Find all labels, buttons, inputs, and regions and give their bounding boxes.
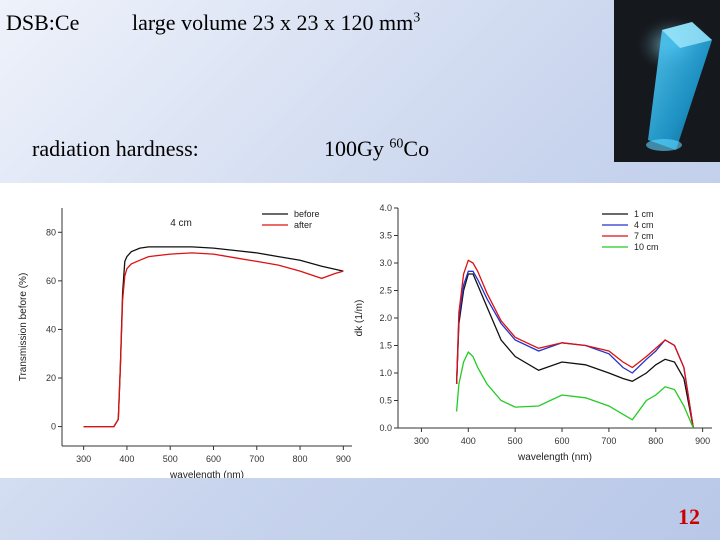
x-tick-label: 900 (336, 454, 351, 464)
y-tick-label: 2.0 (379, 313, 392, 323)
x-tick-label: 300 (414, 436, 429, 446)
y-axis-label: dk (1/m) (354, 300, 365, 337)
y-tick-label: 3.0 (379, 258, 392, 268)
page-number: 12 (678, 504, 700, 529)
x-tick-label: 900 (695, 436, 710, 446)
isotope-name: Co (403, 136, 430, 161)
legend-label: 7 cm (634, 231, 654, 241)
y-tick-label: 4.0 (379, 203, 392, 213)
volume-text: large volume 23 x 23 x 120 mm (132, 10, 414, 35)
x-tick-label: 800 (293, 454, 308, 464)
volume-exponent: 3 (413, 10, 421, 26)
x-tick-label: 600 (555, 436, 570, 446)
y-tick-label: 20 (46, 373, 56, 383)
series-line (455, 273, 694, 429)
volume-label: large volume 23 x 23 x 120 mm3 (132, 10, 420, 36)
x-tick-label: 300 (76, 454, 91, 464)
radiation-hardness-label: radiation hardness: (32, 136, 199, 161)
series-line (83, 252, 344, 428)
legend-label: before (294, 209, 320, 219)
legend-label: 1 cm (634, 209, 654, 219)
slide-title: DSB:Ce large volume 23 x 23 x 120 mm3 (6, 10, 420, 36)
crystal-photo-svg (614, 0, 720, 162)
y-tick-label: 40 (46, 324, 56, 334)
y-tick-label: 60 (46, 276, 56, 286)
x-tick-label: 600 (206, 454, 221, 464)
y-axis-label: Transmission before (%) (18, 273, 29, 382)
x-tick-label: 400 (119, 454, 134, 464)
dose-label: 100Gy 60Co (324, 136, 429, 162)
crystal-photo-icon (614, 0, 720, 162)
y-tick-label: 0 (51, 422, 56, 432)
x-tick-label: 400 (461, 436, 476, 446)
legend-label: 10 cm (634, 242, 659, 252)
y-tick-label: 3.5 (379, 231, 392, 241)
material-label: DSB:Ce (6, 10, 80, 35)
series-line (83, 246, 344, 428)
y-tick-label: 80 (46, 227, 56, 237)
series-line (455, 259, 694, 429)
series-line (455, 351, 694, 429)
x-tick-label: 700 (249, 454, 264, 464)
y-tick-label: 0.0 (379, 423, 392, 433)
x-axis-label: wavelength (nm) (517, 452, 592, 463)
isotope-mass: 60 (389, 136, 404, 152)
x-tick-label: 500 (508, 436, 523, 446)
legend-label: 4 cm (634, 220, 654, 230)
y-tick-label: 1.5 (379, 341, 392, 351)
charts-svg: 300 400 500 600 700 800 900 0 20 40 60 80 wavelength… (18, 203, 712, 481)
dose-value: 100Gy (324, 136, 390, 161)
y-tick-label: 1.0 (379, 368, 392, 378)
series-line (455, 270, 694, 429)
plot-panel: 300 400 500 600 700 800 900 0 20 40 60 80 wavelength… (0, 183, 720, 481)
y-tick-label: 0.5 (379, 396, 392, 406)
x-axis-label: wavelength (nm) (169, 470, 244, 478)
x-tick-label: 500 (163, 454, 178, 464)
chart-annotation: 4 cm (170, 218, 192, 229)
y-tick-label: 2.5 (379, 286, 392, 296)
legend-label: after (294, 220, 312, 230)
x-tick-label: 800 (648, 436, 663, 446)
x-tick-label: 700 (601, 436, 616, 446)
